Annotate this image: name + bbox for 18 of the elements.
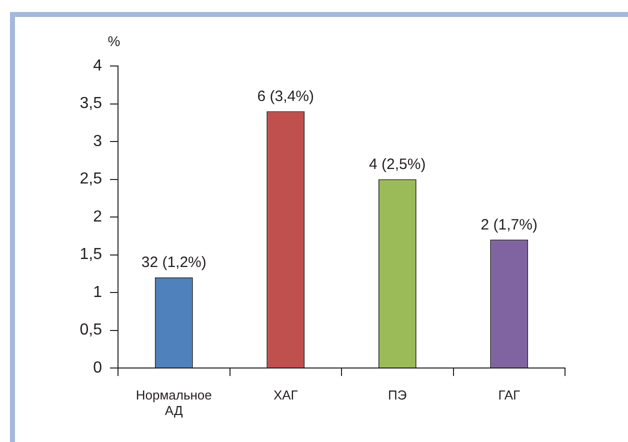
data-label: 4 (2,5%)	[369, 156, 426, 173]
y-tick-label: 3	[93, 132, 102, 150]
x-tick-label: ГАГ	[498, 387, 520, 402]
x-tick-label: ХАГ	[273, 387, 298, 402]
y-tick-label: 2	[93, 208, 102, 226]
y-tick-label: 4	[93, 57, 102, 74]
x-tick-label: ПЭ	[388, 387, 407, 402]
data-label: 32 (1,2%)	[141, 254, 206, 272]
y-tick-label: 1,5	[80, 246, 102, 264]
y-tick-label: 1	[93, 284, 102, 301]
data-label: 6 (3,4%)	[257, 88, 314, 105]
y-axis-title: %	[108, 32, 120, 49]
y-tick-label: 3,5	[80, 95, 102, 112]
y-tick-label: 2,5	[80, 170, 102, 188]
data-label: 2 (1,7%)	[480, 216, 538, 234]
x-tick-label: Нормальное АД	[136, 387, 212, 418]
y-tick-label: 0,5	[80, 322, 102, 339]
y-tick-label: 0	[93, 359, 102, 376]
